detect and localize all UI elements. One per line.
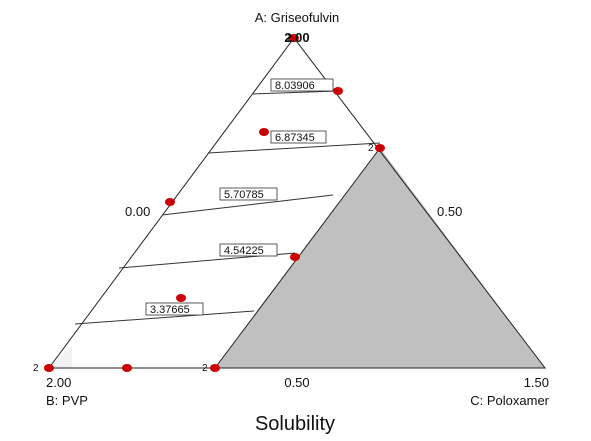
design-point [210,364,220,372]
contour-line [251,90,339,95]
contour-label: 3.37665 [145,302,204,316]
replicate-count: 2 [368,143,374,154]
replicate-count: 2 [202,363,208,374]
vertex-b-value: 2.00 [46,375,71,390]
vertex-b-label: B: PVP [46,393,88,408]
replicate-count: 2 [287,33,293,44]
right-edge-tick: 0.50 [437,204,462,219]
design-point [259,128,269,136]
contour-label: 6.87345 [270,130,327,144]
bottom-edge-tick: 0.50 [284,375,309,390]
vertex-a-value: 2.00 [284,30,309,45]
design-point [333,87,343,95]
left-edge-tick: 0.00 [125,204,150,219]
contour-line [74,310,255,325]
contour-labels: 8.03906 6.87345 5.70785 4.54225 3.37665 [145,78,334,316]
low-region-shading [49,345,72,368]
infeasible-region [215,148,545,368]
replicate-count: 2 [33,363,39,374]
vertex-c-value: 1.50 [524,375,549,390]
contour-label: 5.70785 [219,187,278,201]
design-point [375,144,385,152]
design-point [176,294,186,302]
design-points [44,34,385,372]
contour-label-text: 3.37665 [150,304,190,316]
contour-label-text: 4.54225 [224,245,264,257]
contour-label-text: 5.70785 [224,189,264,201]
design-point [290,253,300,261]
vertex-c-label: C: Poloxamer [470,393,549,408]
vertex-a-label: A: Griseofulvin [255,10,340,25]
design-point [44,364,54,372]
design-point [122,364,132,372]
contour-lines [74,90,381,325]
contour-label-text: 6.87345 [275,132,315,144]
contour-line [161,194,334,216]
contour-label: 8.03906 [270,78,334,92]
chart-title: Solubility [255,413,335,435]
design-point [289,34,299,42]
contour-line [207,142,381,154]
contour-label: 4.54225 [219,243,278,257]
design-point [165,198,175,206]
contour-label-text: 8.03906 [275,80,315,92]
